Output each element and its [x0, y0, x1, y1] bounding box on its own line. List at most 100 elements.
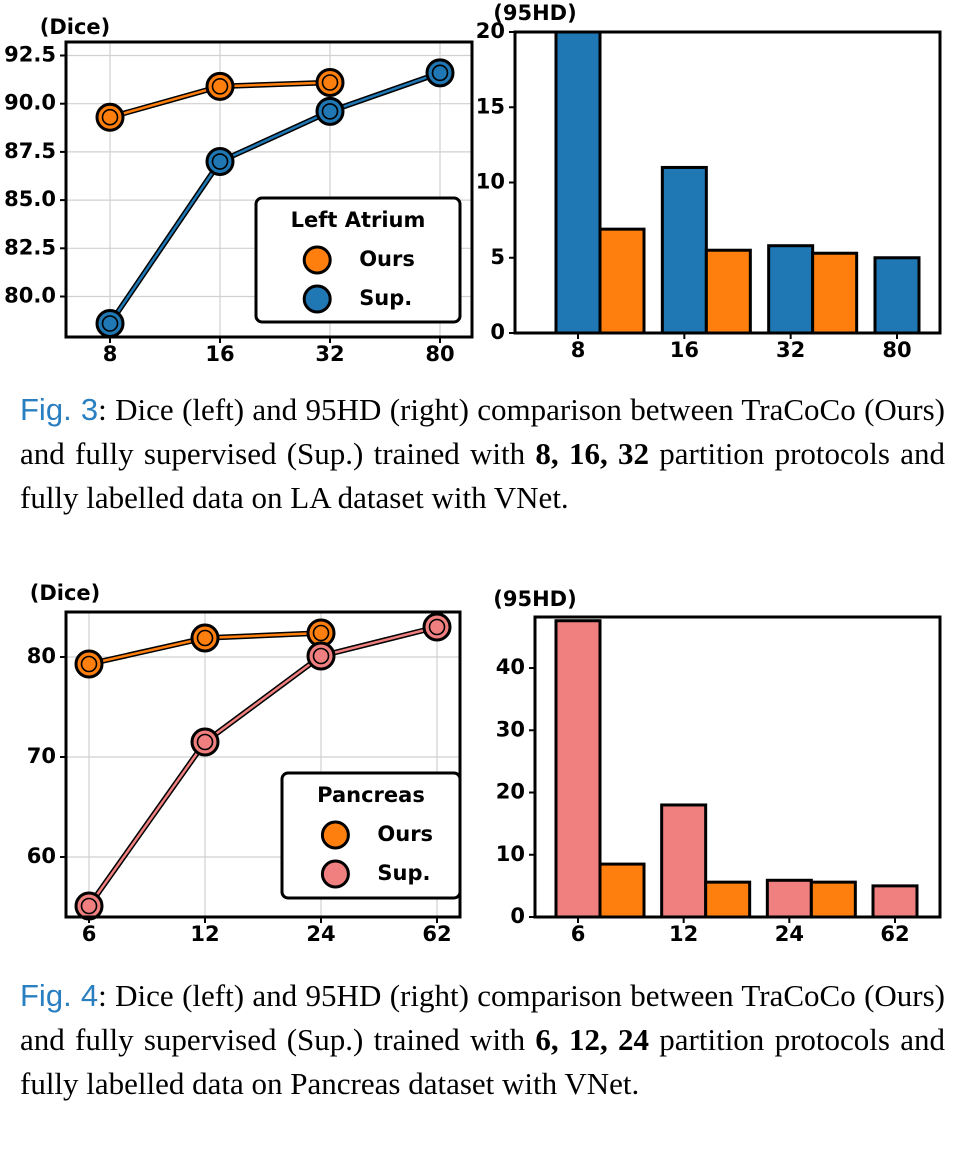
x-tick-label: 32: [776, 338, 805, 362]
bar: [873, 256, 921, 335]
y-tick-label: 85.0: [4, 187, 56, 211]
plot-frame: [533, 615, 942, 919]
caption: Fig. 3: Dice (left) and 95HD (right) com…: [20, 388, 945, 520]
marker-inner: [80, 897, 98, 915]
marker-inner: [211, 78, 229, 95]
x-tick-label: 6: [82, 922, 97, 946]
x-tick-label: 80: [425, 342, 454, 366]
marker-inner: [312, 647, 330, 665]
x-tick-label: 32: [315, 342, 344, 366]
x-tick-label: 62: [880, 922, 909, 946]
marker: [95, 102, 125, 132]
y-tick-label: 10: [496, 842, 525, 866]
line: [108, 71, 441, 325]
marker-inner: [431, 64, 449, 82]
y-tick-label: 0: [510, 904, 525, 928]
marker: [205, 71, 235, 101]
plot-frame: [64, 40, 474, 339]
x-tick-label: 12: [669, 922, 698, 946]
x-tick-label: 62: [422, 922, 451, 946]
marker-inner: [80, 655, 98, 673]
y-tick-label: 80.0: [4, 284, 56, 308]
caption-text: partition protocols and fully labelled d…: [20, 436, 945, 515]
legend-marker: [302, 245, 332, 275]
y-tick-label: 20: [496, 780, 525, 804]
x-tick-label: 8: [571, 338, 586, 362]
x-tick-label: 24: [306, 922, 335, 946]
caption-text: : Dice (left) and 95HD (right) compariso…: [20, 392, 945, 471]
y-axis-label: (Dice): [40, 15, 111, 39]
bar: [554, 619, 602, 919]
caption: Fig. 4: Dice (left) and 95HD (right) com…: [20, 974, 945, 1106]
bar: [660, 803, 708, 919]
marker-inner: [428, 618, 446, 636]
bar: [554, 30, 602, 335]
caption-text: : Dice (left) and 95HD (right) compariso…: [20, 978, 945, 1057]
marker-inner: [196, 629, 214, 647]
y-tick-label: 60: [27, 844, 56, 868]
legend-marker: [320, 859, 350, 889]
x-tick-label: 80: [882, 338, 911, 362]
y-tick-label: 30: [496, 717, 525, 741]
plot-frame: [513, 30, 942, 335]
x-tick-label: 6: [571, 922, 586, 946]
marker-inner: [196, 733, 214, 751]
bar: [765, 878, 813, 919]
legend-title: Left Atrium: [291, 208, 426, 232]
x-tick-label: 16: [670, 338, 699, 362]
bar: [598, 227, 646, 335]
plot-frame: [64, 610, 462, 919]
legend-label: Ours: [359, 247, 415, 271]
marker: [74, 649, 104, 679]
marker: [315, 67, 345, 97]
y-tick-label: 10: [476, 170, 505, 194]
x-tick-label: 24: [775, 922, 804, 946]
y-axis-label: (95HD): [493, 587, 576, 611]
marker-inner: [101, 315, 119, 332]
y-tick-label: 87.5: [4, 139, 56, 163]
bar: [871, 884, 919, 919]
y-tick-label: 82.5: [4, 235, 56, 259]
y-tick-label: 5: [490, 245, 505, 269]
y-tick-label: 70: [27, 744, 56, 768]
marker-inner: [321, 103, 339, 120]
bar: [660, 165, 708, 335]
marker: [190, 727, 220, 757]
x-tick-label: 8: [103, 342, 118, 366]
bar: [767, 244, 815, 335]
figure-label: Fig. 4: [20, 978, 99, 1013]
figure-label: Fig. 3: [20, 392, 99, 427]
legend-label: Ours: [377, 822, 433, 846]
bar: [598, 862, 646, 919]
legend-label: Sup.: [377, 861, 430, 885]
y-tick-label: 90.0: [4, 91, 56, 115]
line: [87, 625, 438, 907]
y-tick-label: 0: [490, 320, 505, 344]
marker: [190, 623, 220, 653]
caption-text: partition protocols and fully labelled d…: [20, 1022, 945, 1101]
y-tick-label: 40: [496, 655, 525, 679]
y-tick-label: 92.5: [4, 42, 56, 66]
marker: [95, 309, 125, 339]
marker: [315, 96, 345, 126]
y-tick-label: 80: [27, 644, 56, 668]
legend-title: Pancreas: [317, 783, 425, 807]
bar: [704, 880, 752, 919]
marker: [422, 612, 452, 642]
x-tick-label: 16: [205, 342, 234, 366]
y-axis-label: (95HD): [493, 1, 576, 25]
legend-marker: [302, 284, 332, 314]
legend-marker: [320, 820, 350, 850]
marker-inner: [312, 624, 330, 642]
bar: [704, 248, 752, 335]
caption-text: 6, 12, 24: [535, 1022, 649, 1057]
marker: [74, 891, 104, 921]
marker-inner: [211, 153, 229, 170]
y-axis-label: (Dice): [30, 581, 101, 605]
bar: [811, 251, 859, 335]
y-tick-label: 15: [476, 94, 505, 118]
marker-inner: [321, 74, 339, 91]
legend-label: Sup.: [359, 286, 412, 310]
marker: [425, 58, 455, 88]
